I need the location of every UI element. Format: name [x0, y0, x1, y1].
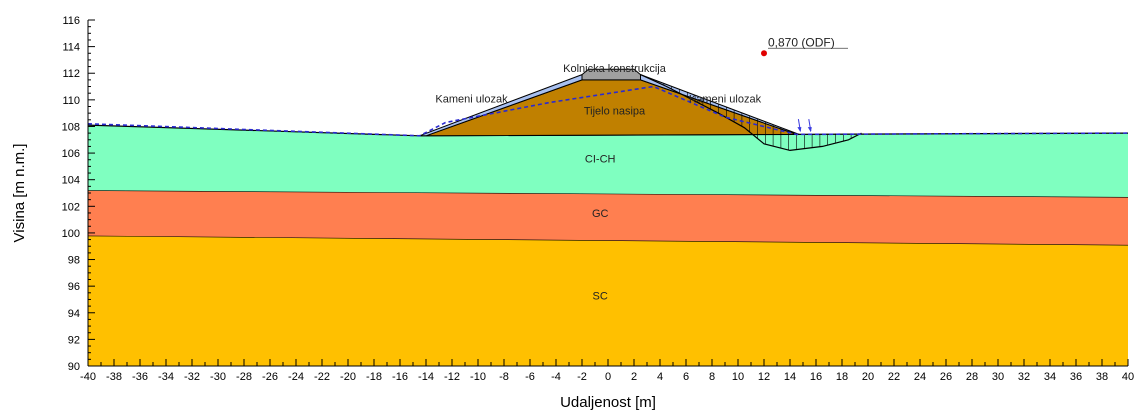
layer-sc [88, 235, 1128, 366]
y-tick-label: 106 [62, 148, 80, 160]
x-tick-label: 22 [888, 371, 900, 383]
x-tick-label: -20 [340, 371, 356, 383]
y-tick-label: 114 [62, 42, 80, 54]
x-tick-label: 10 [732, 371, 744, 383]
layer-label-sc: SC [593, 290, 608, 302]
x-tick-label: 12 [758, 371, 770, 383]
factor-of-safety-label: 0,870 (ODF) [768, 35, 835, 49]
y-tick-labels: 90 92 94 96 98 100 102 104 106 108 110 112 114 116 [62, 15, 80, 373]
x-tick-label: 16 [810, 371, 822, 383]
x-tick-labels: -40 -38 -36 -34 -32 -30 -28 -26 -24 -22 -20 -18 -16-… [80, 371, 1134, 383]
layer-ci-ch [88, 125, 1128, 197]
label-embankment-body: Tijelo nasipa [584, 105, 646, 117]
layer-label-gc: GC [592, 208, 609, 220]
x-tick-label: 2 [631, 371, 637, 383]
x-tick-label: 4 [657, 371, 663, 383]
y-tick-label: 102 [62, 201, 80, 213]
x-tick-label: 14 [784, 371, 796, 383]
y-tick-label: 96 [68, 281, 80, 293]
axes [87, 19, 1129, 367]
x-axis-title: Udaljenost [m] [560, 394, 656, 411]
critical-center-point [761, 50, 767, 57]
soil-layers [87, 124, 1129, 366]
y-tick-label: 110 [62, 95, 80, 107]
y-tick-label: 108 [62, 121, 80, 133]
x-tick-label: 28 [966, 371, 978, 383]
layer-labels: SC GC CI-CH Tijelo nasipa Kameni ulozak … [435, 63, 761, 303]
x-tick-label: -22 [314, 371, 330, 383]
x-tick-label: 18 [836, 371, 848, 383]
annotations: 0,870 (ODF) [761, 35, 848, 57]
x-tick-label: -36 [132, 371, 148, 383]
x-tick-label: 36 [1070, 371, 1082, 383]
label-stone-right: Kameni ulozak [689, 94, 762, 106]
water-table-line [87, 85, 1129, 137]
y-tick-label: 116 [62, 15, 80, 27]
x-tick-label: 0 [605, 371, 611, 383]
x-tick-label: -26 [262, 371, 278, 383]
x-tick-label: -38 [106, 371, 122, 383]
x-tick-label: 20 [862, 371, 874, 383]
y-tick-label: 104 [62, 175, 80, 187]
x-tick-label: -10 [470, 371, 486, 383]
x-tick-label: 8 [709, 371, 715, 383]
y-tick-label: 94 [68, 308, 80, 320]
x-tick-label: -8 [499, 371, 509, 383]
slip-surface [640, 74, 862, 152]
x-tick-label: 34 [1044, 371, 1056, 383]
slip-curve [640, 74, 862, 152]
y-tick-label: 90 [68, 361, 80, 373]
x-tick-label: 38 [1096, 371, 1108, 383]
x-tick-label: 40 [1122, 371, 1134, 383]
label-road-structure: Kolnicka konstrukcija [563, 63, 667, 75]
x-tick-label: 6 [683, 371, 689, 383]
x-tick-label: -30 [210, 371, 226, 383]
y-tick-label: 98 [68, 255, 80, 267]
x-tick-label: -34 [158, 371, 174, 383]
label-stone-left: Kameni ulozak [435, 94, 508, 106]
x-tick-label: 24 [914, 371, 926, 383]
layer-label-ci-ch: CI-CH [585, 153, 616, 165]
load-arrow-head [807, 127, 812, 133]
x-tick-label: -28 [236, 371, 252, 383]
x-tick-label: -14 [418, 371, 434, 383]
x-tick-label: 32 [1018, 371, 1030, 383]
x-tick-label: 30 [992, 371, 1004, 383]
x-tick-label: -18 [366, 371, 382, 383]
x-tick-label: -32 [184, 371, 200, 383]
load-arrow-head [797, 127, 802, 133]
x-tick-label: -12 [444, 371, 460, 383]
water-table [87, 85, 1129, 137]
layer-gc [88, 190, 1128, 245]
y-axis-title: Visina [m n.m.] [11, 144, 28, 243]
x-tick-label: -4 [551, 371, 561, 383]
x-tick-label: -16 [392, 371, 408, 383]
y-tick-label: 92 [68, 334, 80, 346]
x-tick-label: -6 [525, 371, 535, 383]
x-tick-label: 26 [940, 371, 952, 383]
x-tick-label: -2 [577, 371, 587, 383]
y-tick-label: 112 [62, 68, 80, 80]
y-tick-label: 100 [62, 228, 80, 240]
x-tick-label: -40 [80, 371, 96, 383]
x-tick-label: -24 [288, 371, 304, 383]
